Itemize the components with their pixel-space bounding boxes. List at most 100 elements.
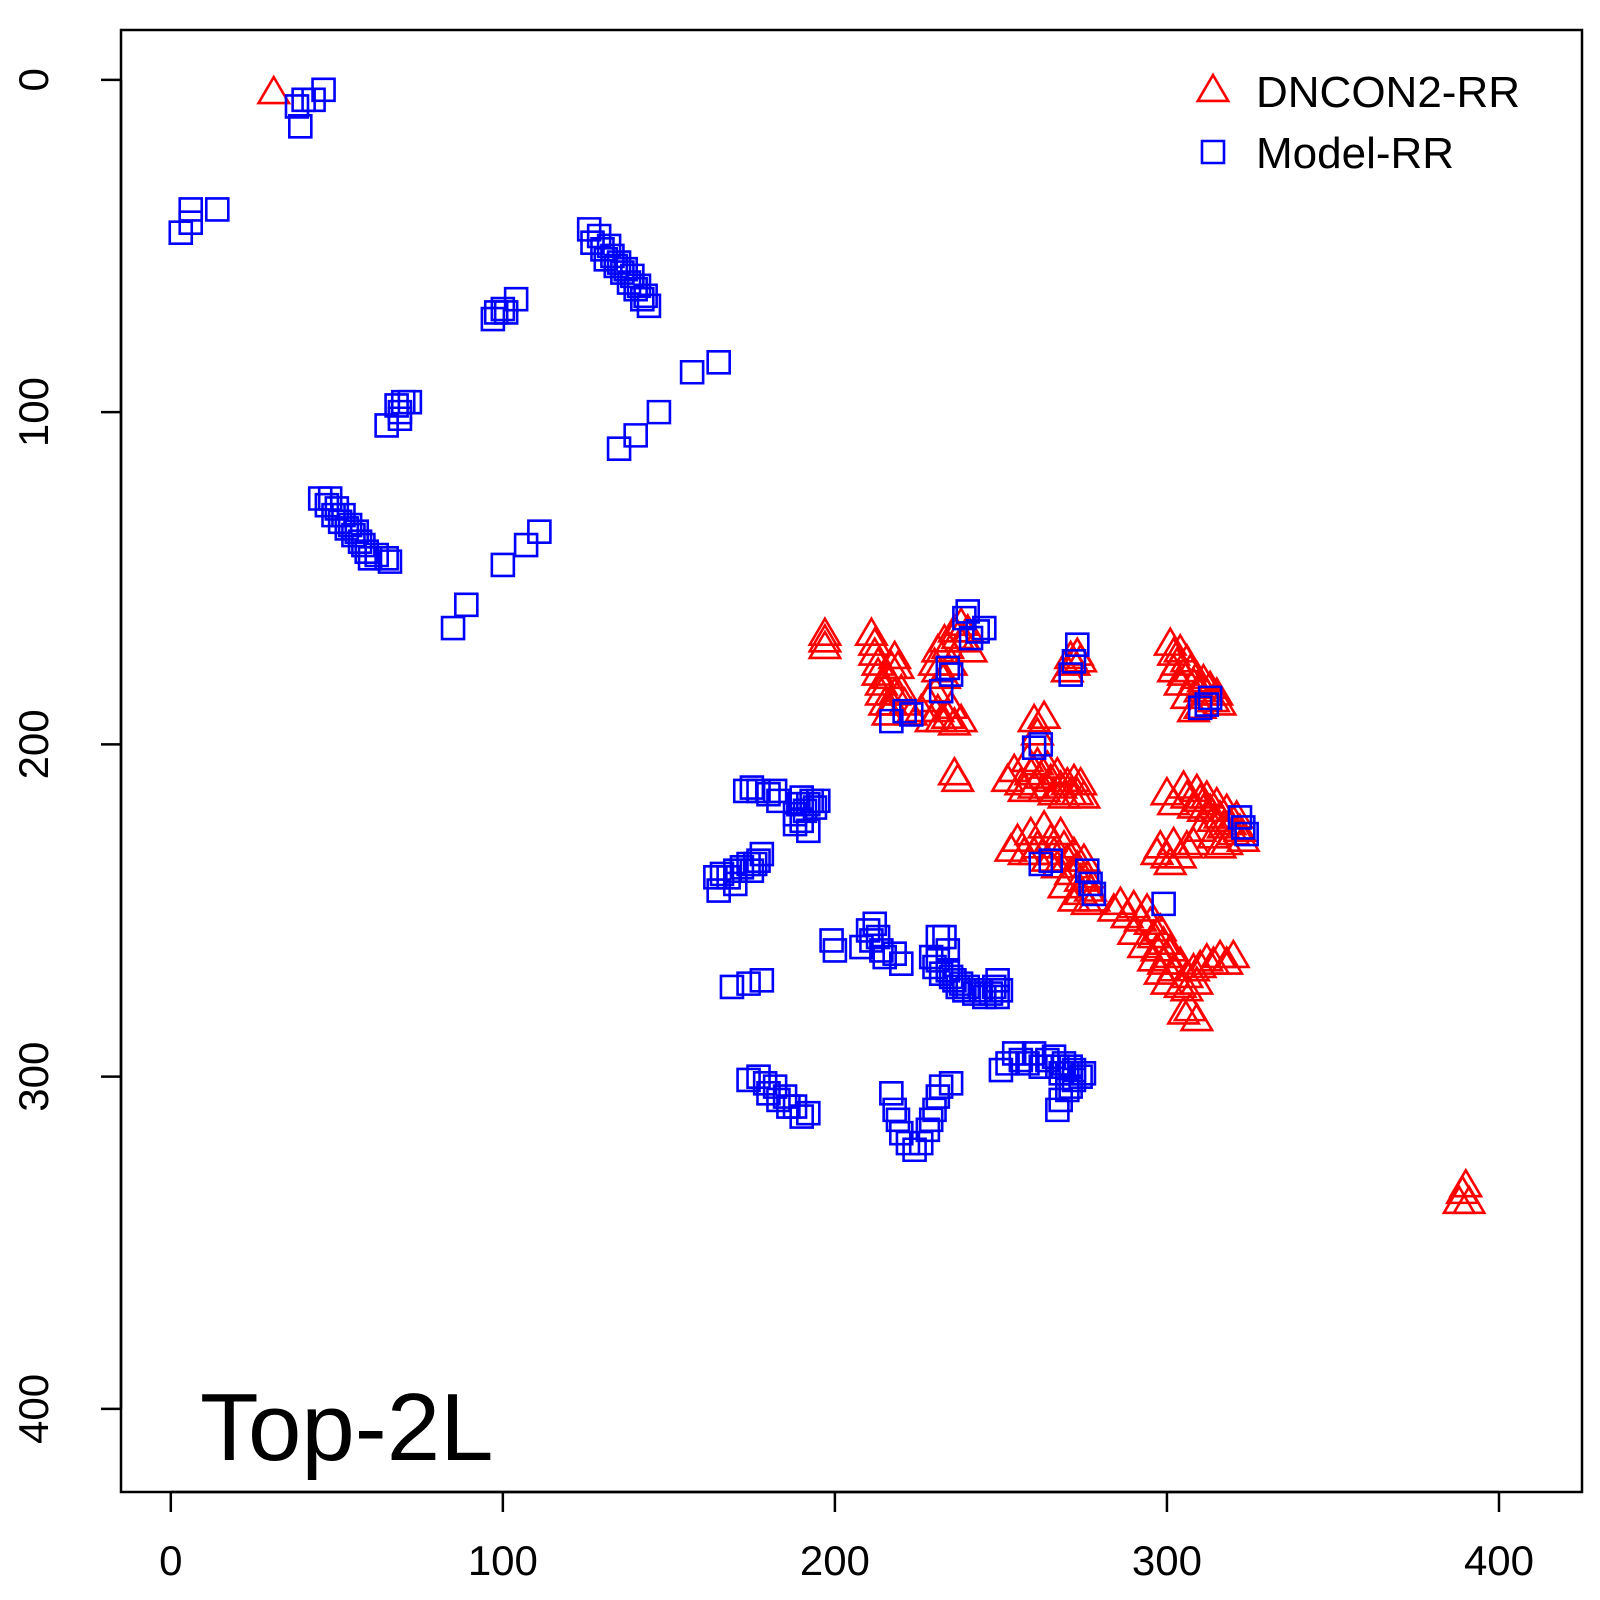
square-point	[958, 625, 984, 651]
triangle-point	[807, 629, 843, 660]
square-point	[1055, 1077, 1080, 1103]
square-point	[865, 924, 891, 950]
square-point	[623, 423, 648, 448]
triangle-point	[1169, 642, 1205, 673]
triangle-point	[943, 702, 979, 733]
data-points	[168, 74, 1487, 1215]
square-point	[869, 938, 894, 963]
triangle-point	[256, 74, 292, 105]
triangle-point	[1451, 1184, 1487, 1215]
square-point	[802, 795, 828, 820]
square-point	[742, 851, 768, 877]
square-point	[1194, 692, 1220, 717]
y-tick-label: 100	[10, 377, 57, 447]
series-0	[256, 74, 1487, 1215]
square-point	[440, 615, 466, 641]
plot-frame	[119, 28, 1584, 1494]
square-point	[892, 698, 917, 724]
square-point	[1058, 1074, 1083, 1099]
square-point	[633, 283, 658, 309]
legend: DNCON2-RR Model-RR	[1195, 68, 1520, 178]
square-point	[796, 818, 821, 844]
triangle-point	[1043, 815, 1079, 846]
square-point	[613, 256, 639, 282]
triangle-point	[1152, 931, 1188, 962]
square-point	[301, 87, 326, 113]
square-point	[178, 197, 204, 222]
square-point	[490, 296, 516, 322]
square-point	[932, 924, 957, 950]
triangle-point	[913, 702, 949, 733]
square-point	[606, 436, 632, 461]
triangle-point	[1176, 788, 1211, 819]
square-point	[706, 349, 731, 375]
triangle-point	[880, 649, 916, 680]
square-point	[782, 811, 808, 837]
triangle-point	[1202, 685, 1238, 716]
triangle-point	[1169, 828, 1205, 859]
square-point	[1008, 1047, 1034, 1073]
square-point	[454, 592, 479, 618]
square-point	[503, 286, 529, 312]
triangle-point	[807, 616, 843, 646]
square-point	[646, 399, 672, 425]
square-point	[636, 293, 662, 319]
triangle-point	[1162, 945, 1198, 975]
triangle-point	[1146, 925, 1182, 955]
square-point	[1197, 685, 1223, 711]
triangle-point	[1016, 835, 1052, 866]
square-point	[985, 984, 1010, 1010]
triangle-point	[807, 622, 843, 653]
triangle-point	[1056, 646, 1092, 676]
square-point	[988, 977, 1014, 1003]
square-point	[749, 841, 775, 867]
triangle-point	[1139, 835, 1175, 866]
square-point	[311, 77, 336, 103]
square-point	[284, 94, 310, 119]
y-axis: 0 100 200 300 400	[10, 68, 123, 1444]
square-point	[935, 958, 961, 983]
square-point	[789, 1104, 814, 1129]
square-point	[527, 519, 552, 545]
triangle-point	[1152, 845, 1188, 876]
square-point	[736, 1067, 761, 1093]
triangle-point	[1129, 891, 1165, 922]
square-point	[882, 941, 907, 967]
square-point	[1151, 891, 1176, 917]
x-tick-label: 100	[468, 1537, 538, 1584]
triangle-point	[1046, 868, 1082, 899]
triangle-point	[933, 689, 969, 720]
square-point	[600, 243, 625, 269]
square-point	[679, 359, 705, 385]
square-point	[855, 918, 881, 943]
square-point	[377, 549, 403, 574]
square-point	[981, 974, 1007, 1000]
triangle-point	[1209, 945, 1245, 975]
y-tick-label: 200	[10, 709, 57, 779]
triangle-point	[1019, 715, 1055, 746]
y-tick-label: 400	[10, 1374, 57, 1444]
x-tick-label: 400	[1464, 1537, 1534, 1584]
square-point	[805, 788, 831, 814]
triangle-point	[1179, 659, 1215, 690]
triangle-point	[1066, 842, 1102, 872]
square-point	[331, 502, 356, 528]
triangle-point	[1006, 772, 1042, 803]
square-point	[1015, 1051, 1040, 1076]
square-point	[872, 944, 898, 970]
square-point	[1021, 735, 1047, 761]
square-point	[1064, 632, 1090, 658]
square-point	[978, 981, 1004, 1006]
square-point	[347, 529, 373, 554]
y-tick-label: 0	[10, 68, 57, 91]
square-point	[1061, 649, 1087, 674]
triangle-point	[1448, 1167, 1484, 1198]
square-point	[938, 662, 964, 687]
triangle-point	[1063, 765, 1099, 796]
square-point	[965, 619, 990, 644]
triangle-point	[1186, 662, 1221, 693]
square-point	[746, 848, 771, 873]
triangle-point	[1096, 891, 1132, 922]
triangle-point	[1056, 762, 1092, 793]
square-point	[889, 1120, 914, 1146]
